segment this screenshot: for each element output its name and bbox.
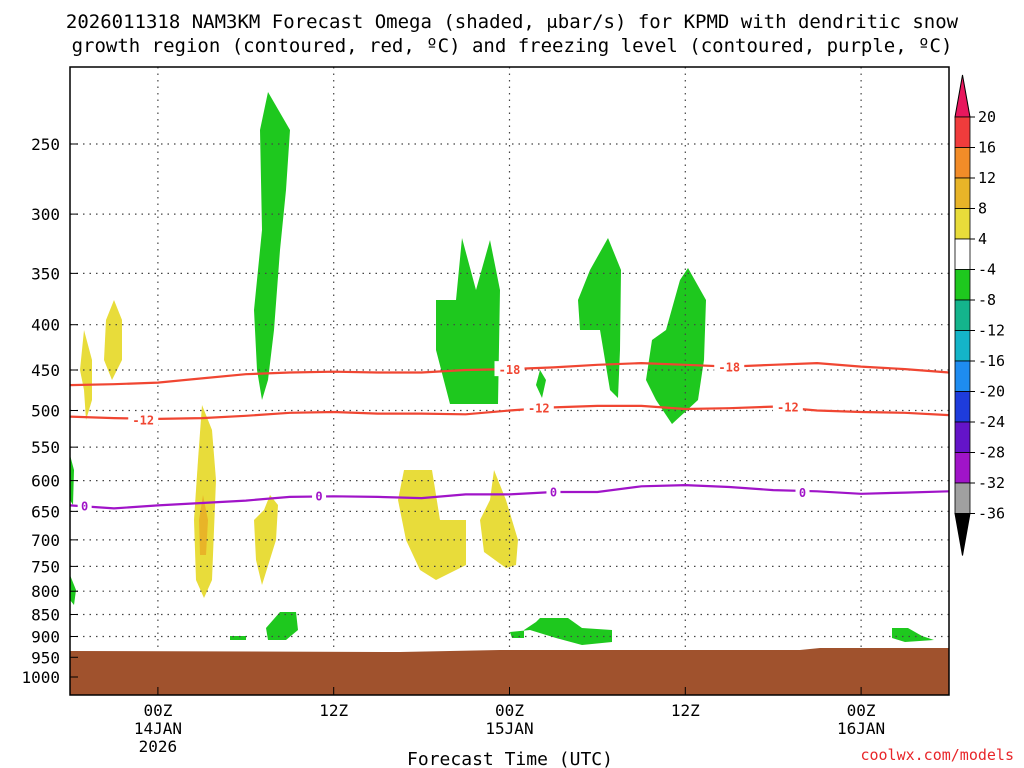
y-tick-label: 850 — [31, 606, 60, 625]
omega-region-mid-3 — [646, 268, 706, 424]
colorbar-bottom-triangle — [954, 513, 971, 556]
omega-region-mid-2 — [578, 238, 621, 398]
y-tick-label: 800 — [31, 582, 60, 601]
colorbar-label: -16 — [978, 352, 1005, 370]
x-tick-label: 00Z — [495, 701, 524, 720]
contour-label-bg — [772, 398, 803, 414]
omega-region-left-edge — [70, 455, 74, 505]
colorbar-label: -20 — [978, 383, 1005, 401]
contour-label: -12 — [528, 401, 550, 415]
x-tick-label: 14JAN — [134, 719, 182, 738]
y-axis: 250 300 350 400 450 500 550 600 650 700 750 800 850 9… — [21, 135, 78, 687]
colorbar-label: -28 — [978, 444, 1005, 462]
omega-region-yellow-2 — [104, 300, 122, 380]
y-tick-label: 650 — [31, 502, 60, 521]
contour-label-bg — [714, 358, 745, 374]
colorbar-label: 8 — [978, 200, 987, 218]
colorbar-segment — [954, 116, 971, 148]
omega-region-yellow-6 — [480, 470, 518, 568]
contour-label-bg — [312, 487, 327, 503]
colorbar-segment — [954, 299, 971, 331]
contour-label: -18 — [718, 361, 740, 375]
x-tick-label: 12Z — [319, 701, 348, 720]
colorbar-segment — [954, 269, 971, 301]
y-tick-label: 1000 — [21, 668, 60, 687]
contour-label: -12 — [132, 414, 154, 428]
y-tick-label: 750 — [31, 557, 60, 576]
omega-region-low-1 — [266, 612, 298, 640]
omega-region-low-2 — [510, 618, 612, 645]
omega-region-yellow-3 — [194, 405, 216, 598]
contour-label-bg — [546, 483, 561, 499]
contour-label-bg — [494, 361, 525, 377]
chart-title-line-2: growth region (contoured, red, ºC) and f… — [72, 35, 953, 57]
contour-label-bg — [795, 483, 810, 499]
chart-title-line-1: 2026011318 NAM3KM Forecast Omega (shaded… — [66, 11, 959, 33]
y-tick-label: 600 — [31, 472, 60, 491]
contour-label-bg — [128, 411, 159, 427]
x-tick-label: 15JAN — [485, 719, 533, 738]
y-tick-label: 900 — [31, 627, 60, 646]
omega-region-low-3 — [892, 628, 934, 642]
colorbar-segment — [954, 330, 971, 362]
colorbar-segment — [954, 421, 971, 453]
colorbar-label: 20 — [978, 108, 996, 126]
y-tick-label: 400 — [31, 316, 60, 335]
omega-region-upper-left — [254, 92, 290, 400]
omega-shading-layer — [70, 92, 934, 645]
x-tick-label: 16JAN — [837, 719, 885, 738]
x-axis-title: Forecast Time (UTC) — [407, 749, 613, 768]
contour-label: -12 — [777, 401, 799, 415]
y-tick-label: 300 — [31, 205, 60, 224]
y-tick-label: 500 — [31, 402, 60, 421]
x-tick-label: 00Z — [143, 701, 172, 720]
y-tick-label: 950 — [31, 648, 60, 667]
y-tick-label: 350 — [31, 264, 60, 283]
colorbar-label: -32 — [978, 474, 1005, 492]
y-tick-label: 450 — [31, 361, 60, 380]
colorbar-segment — [954, 177, 971, 209]
y-tick-label: 550 — [31, 438, 60, 457]
omega-region-left-edge-2 — [70, 575, 76, 605]
colorbar: 20 16 12 8 4 -4 -8 -12 -16 -20 -24 -28 -32 -36 — [954, 74, 1005, 556]
contour-label: 0 — [550, 485, 557, 499]
contour-label-bg — [77, 497, 92, 513]
omega-region-low-small — [230, 636, 246, 640]
colorbar-label: -12 — [978, 322, 1005, 340]
colorbar-label: 12 — [978, 169, 996, 187]
omega-region-mid-1 — [436, 238, 500, 404]
x-tick-label: 00Z — [847, 701, 876, 720]
colorbar-segment — [954, 147, 971, 179]
colorbar-top-triangle — [954, 74, 971, 118]
colorbar-segment — [954, 208, 971, 240]
contour-label: 0 — [81, 499, 88, 513]
colorbar-label: -24 — [978, 413, 1005, 431]
contour-label-bg — [523, 399, 554, 415]
colorbar-segment — [954, 360, 971, 392]
y-tick-label: 250 — [31, 135, 60, 154]
colorbar-segment — [954, 238, 971, 270]
x-tick-label: 2026 — [139, 737, 178, 756]
colorbar-label: -36 — [978, 505, 1005, 523]
contour-label: 0 — [799, 486, 806, 500]
contour-label: 0 — [315, 490, 322, 504]
colorbar-segment — [954, 482, 971, 514]
colorbar-segment — [954, 391, 971, 423]
colorbar-label: -8 — [978, 291, 996, 309]
contour-label: -18 — [499, 363, 521, 377]
omega-region-yellow-1 — [80, 330, 92, 420]
y-tick-label: 700 — [31, 531, 60, 550]
x-tick-label: 12Z — [671, 701, 700, 720]
colorbar-label: 16 — [978, 139, 996, 157]
colorbar-label: 4 — [978, 230, 987, 248]
grid-layer — [70, 67, 949, 695]
colorbar-label: -4 — [978, 261, 996, 279]
terrain-surface — [70, 648, 949, 695]
credit-text: coolwx.com/models — [860, 746, 1014, 764]
contour-layer: -18 -18 -12 -12 -12 0 0 0 0 — [69, 358, 950, 513]
colorbar-segment — [954, 452, 971, 484]
omega-region-small-1 — [536, 370, 546, 398]
